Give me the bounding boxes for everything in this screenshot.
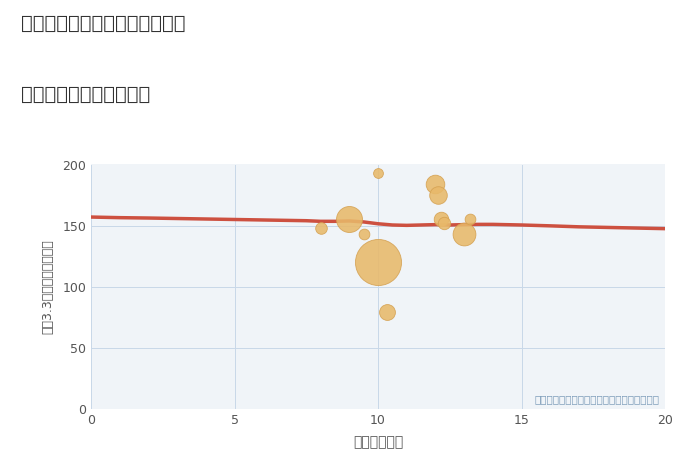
Point [438, 219, 449, 227]
Text: 愛知県名古屋市昭和区荒田町の: 愛知県名古屋市昭和区荒田町の [21, 14, 186, 33]
Point [372, 258, 384, 266]
Point [458, 230, 470, 238]
Point [464, 216, 475, 223]
Point [372, 169, 384, 177]
Point [381, 309, 392, 316]
Point [433, 191, 444, 199]
Point [315, 224, 326, 232]
Point [430, 180, 441, 188]
X-axis label: 駅距離（分）: 駅距離（分） [353, 435, 403, 449]
Point [358, 230, 370, 238]
Y-axis label: 坪（3.3㎡）単価（万円）: 坪（3.3㎡）単価（万円） [41, 239, 54, 334]
Point [344, 216, 355, 223]
Text: 駅距離別中古戸建て価格: 駅距離別中古戸建て価格 [21, 85, 150, 103]
Point [435, 216, 447, 223]
Text: 円の大きさは、取引のあった物件面積を示す: 円の大きさは、取引のあった物件面積を示す [534, 394, 659, 404]
